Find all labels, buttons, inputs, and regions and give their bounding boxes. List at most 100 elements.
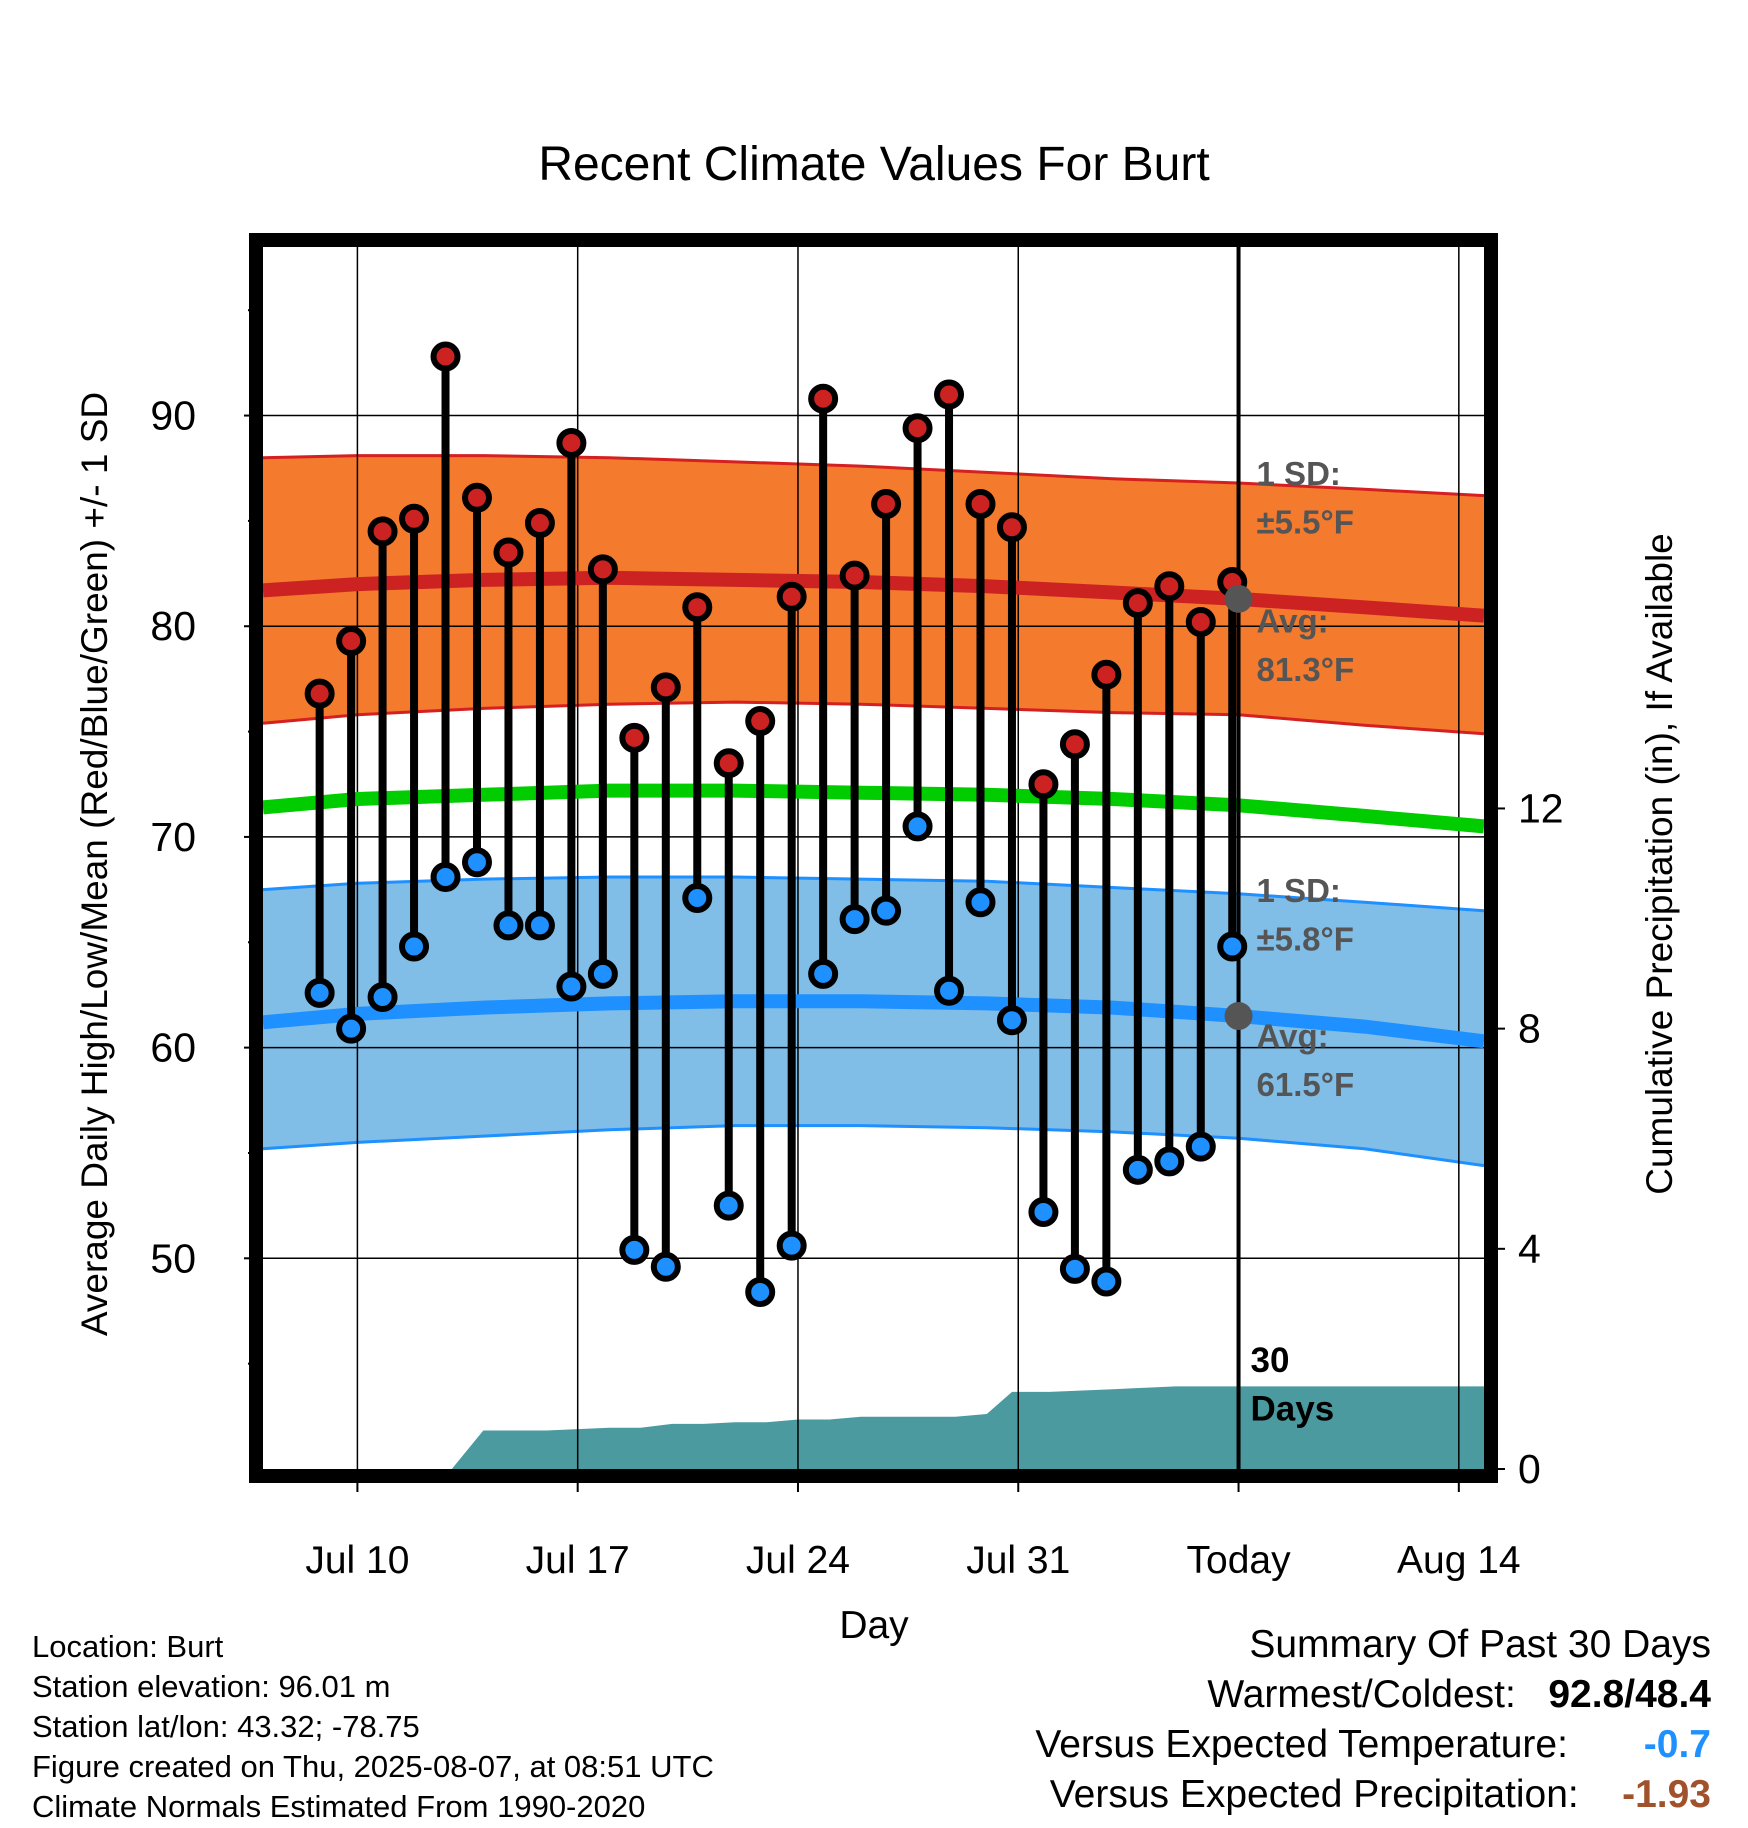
low-sd-label: 1 SD: <box>1257 872 1341 909</box>
daily-low-point <box>587 958 618 989</box>
daily-low-point <box>619 1234 650 1265</box>
daily-high-point <box>713 748 744 779</box>
daily-low-point <box>839 904 870 935</box>
daily-high-point <box>1122 588 1153 619</box>
daily-high-point <box>430 341 461 372</box>
daily-low-point <box>713 1190 744 1221</box>
normal-low-line <box>262 994 1485 1049</box>
temp-value: -0.7 <box>1643 1723 1711 1766</box>
y-tick-label: 50 <box>150 1235 196 1281</box>
warm-cold-value: 92.8/48.4 <box>1548 1673 1711 1716</box>
daily-high-point <box>871 489 902 520</box>
daily-high-point <box>650 672 681 703</box>
today-high-avg-marker <box>1224 584 1253 613</box>
daily-low-point <box>1059 1253 1090 1284</box>
low-sd-value: ±5.8°F <box>1257 921 1354 958</box>
daily-low-point <box>871 895 902 926</box>
y-tick-label: 90 <box>150 393 196 439</box>
prcp-label: Versus Expected Precipitation: <box>1049 1773 1579 1816</box>
latlon-text: Station lat/lon: 43.32; -78.75 <box>32 1709 420 1744</box>
daily-high-point <box>1091 659 1122 690</box>
y-tick-label: 60 <box>150 1025 196 1071</box>
today-low-avg-marker <box>1224 1002 1253 1031</box>
chart-title: Recent Climate Values For Burt <box>538 138 1209 191</box>
y2-tick-label: 8 <box>1518 1006 1541 1052</box>
daily-low-point <box>745 1277 776 1308</box>
daily-low-point <box>1122 1154 1153 1185</box>
daily-high-point <box>556 427 587 458</box>
y2-tick-label: 4 <box>1518 1226 1541 1272</box>
daily-high-point <box>808 383 839 414</box>
daily-high-point <box>934 379 965 410</box>
daily-high-point <box>336 625 367 656</box>
daily-low-point <box>399 931 430 962</box>
low-avg-label: Avg: <box>1257 1018 1329 1055</box>
daily-low-point <box>461 847 492 878</box>
daily-low-point <box>1028 1196 1059 1227</box>
station-metadata: Location: Burt Station elevation: 96.01 … <box>32 1627 714 1827</box>
daily-low-point <box>808 958 839 989</box>
daily-high-point <box>839 560 870 591</box>
daily-low-point <box>996 1005 1027 1036</box>
low-sd-lower-edge <box>262 1124 1485 1168</box>
daily-high-point <box>304 678 335 709</box>
normal-mean-line <box>262 783 1485 834</box>
x-tick-label: Jul 31 <box>966 1539 1070 1582</box>
low-avg-value: 61.5°F <box>1257 1066 1355 1103</box>
high-avg-value: 81.3°F <box>1257 651 1355 688</box>
summary-panel: Summary Of Past 30 Days Warmest/Coldest:… <box>1035 1620 1711 1820</box>
daily-high-point <box>461 482 492 513</box>
y-tick-label: 80 <box>150 603 196 649</box>
daily-high-point <box>1059 729 1090 760</box>
high-sd-label: 1 SD: <box>1257 455 1341 492</box>
x-tick-label: Today <box>1187 1539 1292 1582</box>
plot-area: 1 SD: ±5.5°F Avg: 81.3°F 1 SD: ±5.8°F Avg: 61.5… <box>150 233 1564 1582</box>
daily-low-point <box>556 971 587 1002</box>
daily-low-point <box>650 1251 681 1282</box>
temp-row: Versus Expected Temperature: -0.7 <box>1035 1720 1711 1770</box>
daily-high-point <box>493 537 524 568</box>
daily-low-point <box>1185 1131 1216 1162</box>
x-tick-label: Jul 17 <box>526 1539 630 1582</box>
y2-tick-label: 0 <box>1518 1446 1541 1492</box>
daily-high-point <box>682 592 713 623</box>
daily-high-point <box>776 581 807 612</box>
y2-tick-label: 12 <box>1518 785 1564 831</box>
daily-low-point <box>367 982 398 1013</box>
daily-low-point <box>493 910 524 941</box>
high-sd-value: ±5.5°F <box>1257 504 1354 541</box>
y-tick-label: 70 <box>150 814 196 860</box>
days-label-number: 30 <box>1251 1341 1290 1380</box>
daily-high-point <box>745 706 776 737</box>
prcp-row: Versus Expected Precipitation: -1.93 <box>1035 1770 1711 1820</box>
daily-low-point <box>336 1013 367 1044</box>
daily-high-point <box>1154 571 1185 602</box>
daily-high-point <box>902 413 933 444</box>
daily-high-point <box>524 508 555 539</box>
precip-area <box>263 1386 1484 1469</box>
daily-high-point <box>399 503 430 534</box>
daily-high-point <box>587 554 618 585</box>
daily-low-point <box>1091 1266 1122 1297</box>
plot-frame <box>249 233 1498 1483</box>
daily-low-point <box>304 977 335 1008</box>
normals-text: Climate Normals Estimated From 1990-2020 <box>32 1789 646 1824</box>
daily-high-point <box>1185 607 1216 638</box>
warm-cold-row: Warmest/Coldest: 92.8/48.4 <box>1035 1670 1711 1720</box>
daily-low-point <box>1154 1146 1185 1177</box>
high-sd-upper-edge <box>262 454 1485 498</box>
daily-low-point <box>430 861 461 892</box>
daily-low-point <box>934 975 965 1006</box>
prcp-value: -1.93 <box>1622 1773 1711 1816</box>
daily-low-point <box>682 883 713 914</box>
x-axis-label: Day <box>839 1604 909 1647</box>
summary-title: Summary Of Past 30 Days <box>1249 1623 1711 1666</box>
temp-label: Versus Expected Temperature: <box>1035 1723 1568 1766</box>
daily-low-point <box>1217 931 1248 962</box>
high-avg-label: Avg: <box>1257 603 1329 640</box>
y-axis-label: Average Daily High/Low/Mean (Red/Blue/Gr… <box>74 392 115 1336</box>
daily-low-point <box>776 1230 807 1261</box>
daily-high-point <box>965 489 996 520</box>
y2-axis-label: Cumulative Precipitation (in), If Availa… <box>1639 533 1680 1195</box>
